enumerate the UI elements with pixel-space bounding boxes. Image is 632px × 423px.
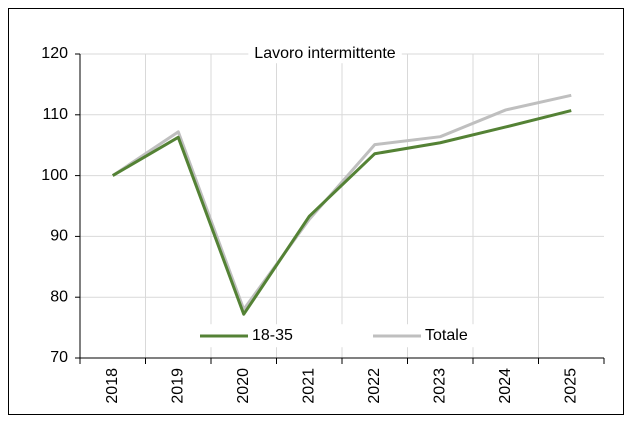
x-tick-label: 2021 — [300, 368, 317, 404]
x-tick-label: 2023 — [431, 368, 448, 404]
x-tick-label: 2024 — [497, 368, 514, 404]
legend-label: 18-35 — [252, 327, 293, 344]
y-tick-label: 70 — [50, 349, 68, 366]
x-tick-label: 2022 — [366, 368, 383, 404]
chart-title: Lavoro intermittente — [254, 45, 396, 62]
y-tick-label: 90 — [50, 228, 68, 245]
grid: 70 80 90 100 110 120 2018 2019 2020 2021 2022 2023 2… — [41, 45, 605, 404]
overlay: Lavoro intermittente 18-35 Totale — [192, 44, 476, 348]
y-tick-label: 100 — [41, 167, 68, 184]
x-tick-label: 2019 — [169, 368, 186, 404]
x-tick-label: 2020 — [235, 368, 252, 404]
y-tick-label: 80 — [50, 288, 68, 305]
legend: 18-35 Totale — [192, 324, 476, 348]
title-background — [248, 44, 402, 64]
legend-label: Totale — [425, 327, 468, 344]
x-tick-label: 2018 — [104, 368, 121, 404]
plot — [111, 93, 572, 316]
legend-background — [192, 324, 476, 348]
y-tick-label: 110 — [42, 106, 68, 123]
data-line — [111, 109, 572, 316]
data-line — [111, 93, 572, 311]
y-tick-label: 120 — [41, 45, 68, 62]
x-tick-label: 2025 — [562, 368, 579, 404]
